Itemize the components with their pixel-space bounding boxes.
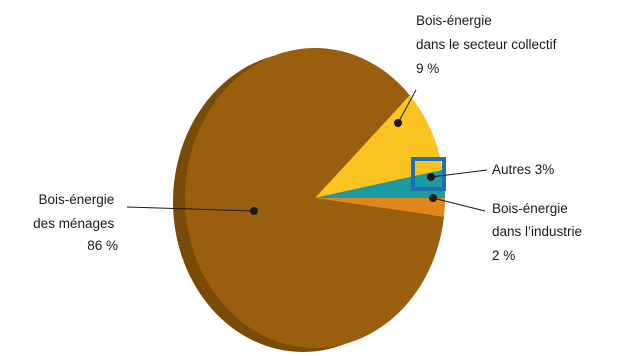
slice-menages	[184, 47, 444, 348]
label-industrie: Bois-énergie dans l’industrie 2 %	[492, 201, 586, 263]
dot-autres	[427, 173, 435, 181]
label-autres: Autres 3%	[492, 162, 554, 177]
dot-industrie	[429, 194, 437, 202]
leader-line-collectif	[397, 89, 417, 124]
label-menages: Bois-énergie des ménages 86 %	[33, 192, 118, 253]
dot-menages	[250, 207, 258, 215]
label-collectif: Bois-énergie dans le secteur collectif 9…	[416, 13, 560, 76]
leader-line-menages	[126, 206, 255, 212]
dot-collectif	[394, 119, 402, 127]
highlight-box	[411, 157, 446, 191]
pie-slices	[184, 47, 445, 348]
leader-line-autres	[430, 169, 488, 178]
leader-line-industrie	[432, 197, 486, 212]
slice-collectif	[315, 95, 443, 198]
slice-industrie	[315, 198, 445, 217]
